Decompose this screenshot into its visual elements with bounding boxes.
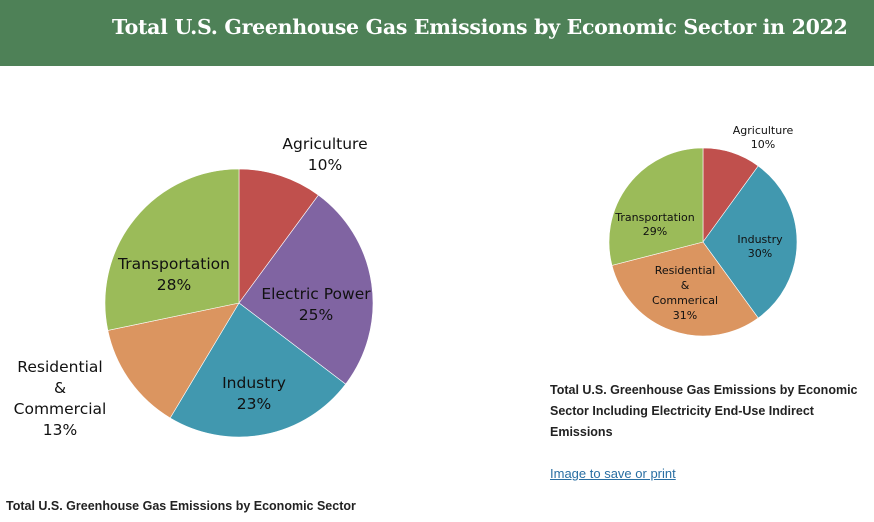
data-label-residential-and-commercial: Residential & Commercial 13% <box>14 358 107 439</box>
chart-caption-end-use: Total U.S. Greenhouse Gas Emissions by E… <box>550 383 858 439</box>
page-title: Total U.S. Greenhouse Gas Emissions by E… <box>112 15 848 39</box>
pie-slice-residential-and-commercial <box>107 302 240 419</box>
pie-slice-industry <box>702 165 798 319</box>
pie-chart-end-use: Agriculture 10% Industry 30% Residential & Com… <box>608 124 798 337</box>
data-label-industry: Industry 23% <box>222 374 286 413</box>
data-label-industry: Industry 30% <box>737 233 783 260</box>
image-save-print-link[interactable]: Image to save or print <box>550 466 676 481</box>
data-label-agriculture: Agriculture 10% <box>282 135 367 174</box>
pie-slice-agriculture <box>238 168 319 304</box>
chart-caption-economic-sector: Total U.S. Greenhouse Gas Emissions by E… <box>6 499 356 513</box>
data-label-transportation: Transportation 28% <box>117 255 230 294</box>
header-banner: Total U.S. Greenhouse Gas Emissions by E… <box>0 0 874 66</box>
pie-slice-industry <box>169 302 347 438</box>
pie-chart-economic-sector: Agriculture 10% Electric Power 25% Industry 2… <box>14 135 374 439</box>
data-label-electric-power: Electric Power 25% <box>261 285 371 324</box>
data-label-residential-and-commerical: Residential & Commerical 31% <box>652 264 718 322</box>
pie-slice-transportation <box>104 168 240 331</box>
pie-slice-transportation <box>608 147 704 266</box>
data-label-agriculture: Agriculture 10% <box>733 124 794 151</box>
data-label-transportation: Transportation 29% <box>614 211 694 238</box>
charts-canvas: Agriculture 10% Electric Power 25% Industry 2… <box>14 124 798 439</box>
pie-slice-electric-power <box>238 194 374 385</box>
pie-slice-residential-and-commerical <box>611 241 759 337</box>
